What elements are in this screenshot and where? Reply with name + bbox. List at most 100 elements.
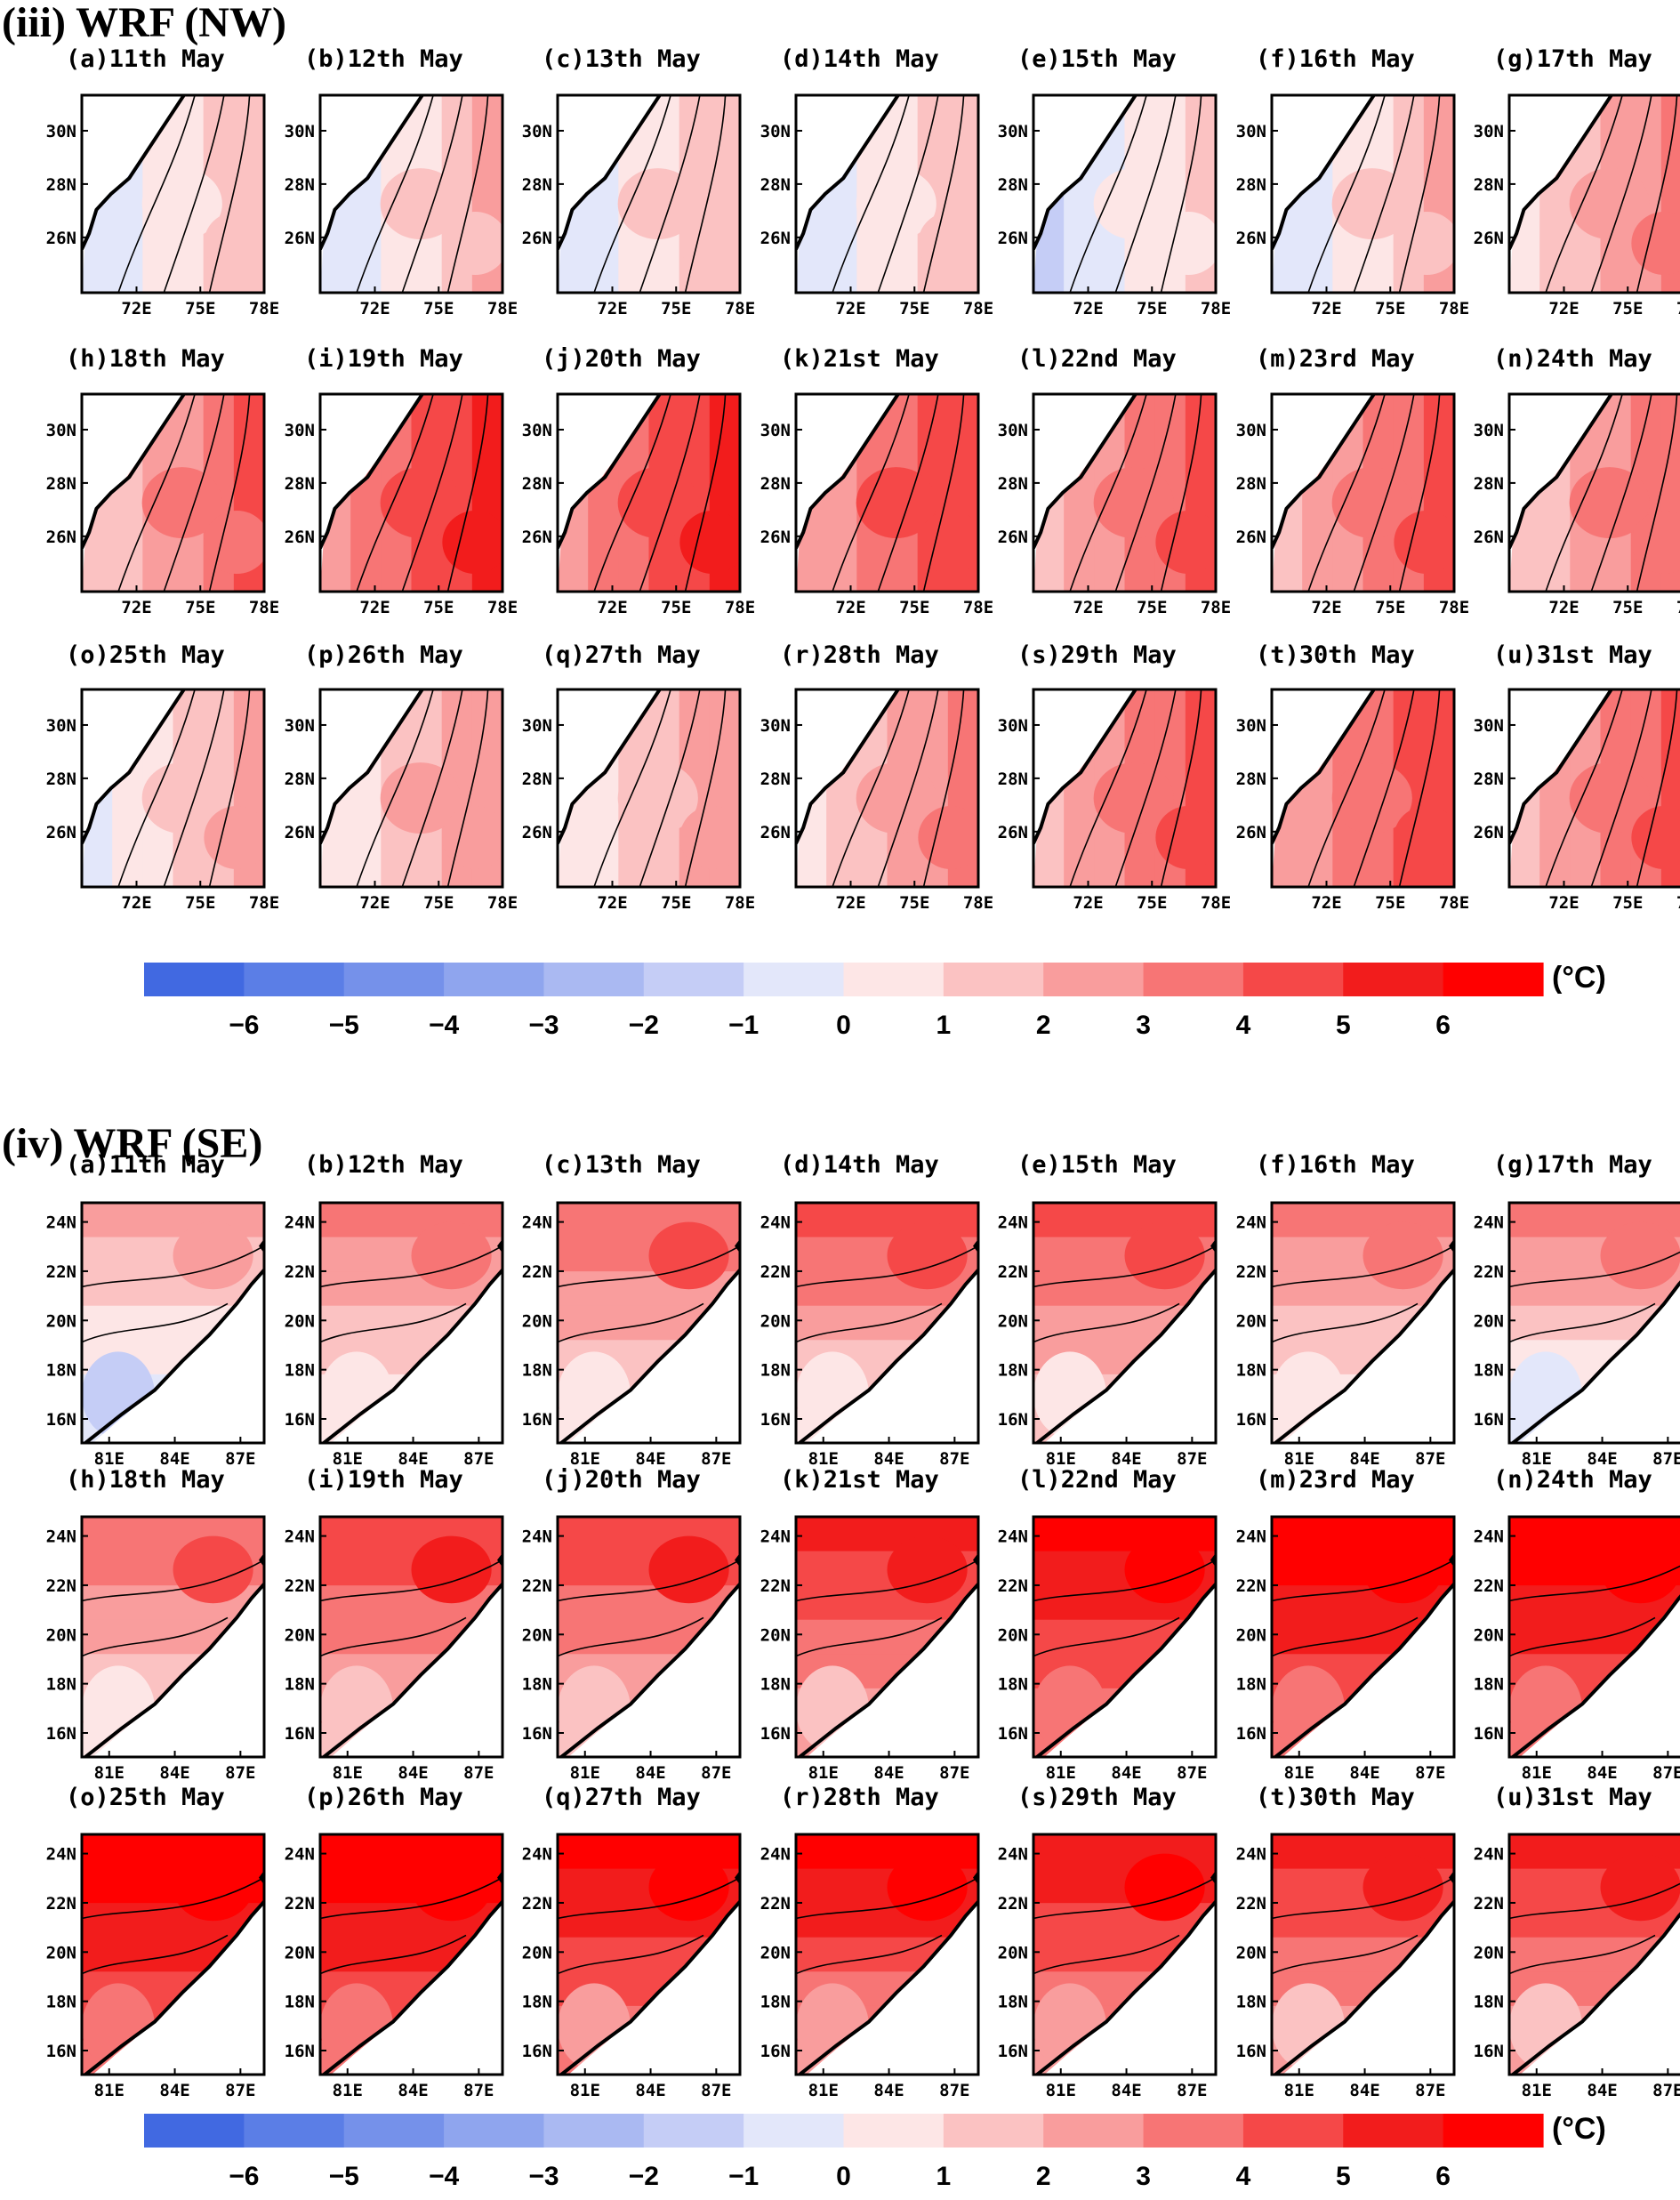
lat-tick-label: 26N: [285, 229, 315, 248]
panel-frame: [1270, 1833, 1456, 2076]
lat-tick-label: 22N: [998, 1894, 1028, 1914]
map-panel-nw-7: (g)17th May 30N 28N 26N 72E 75E 78E: [1474, 45, 1680, 318]
lat-tick-label: 24N: [46, 1213, 76, 1233]
coastline: [1033, 689, 1137, 844]
coastline: [796, 689, 900, 844]
panel-label: (u)31st May: [1493, 641, 1652, 669]
coastline: [322, 1269, 502, 1443]
contour-lines: [832, 394, 965, 592]
contour-lines: [1509, 1876, 1680, 1975]
lat-tick-label: 18N: [46, 1993, 76, 2012]
contour-lines: [1307, 689, 1441, 887]
colorbar-tick-label: −2: [629, 1011, 659, 1040]
anomaly-field: [1272, 394, 1454, 592]
lon-tick-label: 81E: [808, 2081, 839, 2100]
panel-frame: [556, 688, 742, 889]
colorbar-swatch: [1043, 2114, 1145, 2148]
lat-tick-label: 22N: [1236, 1894, 1266, 1914]
panel-frame: [556, 93, 742, 294]
lon-tick-label: 81E: [1046, 1763, 1076, 1783]
anomaly-field: [1033, 1203, 1216, 1443]
lat-tick-label: 30N: [760, 716, 791, 736]
lon-tick-label: 87E: [701, 1763, 731, 1783]
lat-tick-label: 22N: [1236, 1262, 1266, 1282]
lat-tick-label: 22N: [1474, 1576, 1504, 1596]
lon-tick-label: 72E: [1548, 299, 1579, 318]
colorbar-tick-label: −3: [528, 2162, 559, 2191]
panel-frame: [556, 392, 742, 593]
map-panel-se-19: (s)29th May 24N 22N 20N 18N 16N 81E 84E 87E: [998, 1784, 1218, 2100]
lat-tick-label: 24N: [998, 1213, 1028, 1233]
lat-tick-label: 28N: [760, 770, 791, 789]
contour-lines: [1069, 394, 1202, 592]
panel-frame: [80, 93, 266, 294]
lat-tick-label: 28N: [285, 175, 315, 195]
lat-tick-label: 28N: [760, 175, 791, 195]
lat-tick-label: 26N: [760, 823, 791, 842]
lat-tick-label: 18N: [46, 1361, 76, 1381]
lon-tick-label: 84E: [159, 2081, 189, 2100]
lat-tick-label: 24N: [760, 1845, 791, 1865]
colorbar-swatch: [1443, 963, 1544, 996]
lat-tick-label: 20N: [522, 1625, 552, 1645]
map-panel-se-1: (a)11th May 24N 22N 20N 18N 16N 81E 84E 87E: [46, 1151, 266, 1469]
panel-frame: [794, 688, 980, 889]
lon-tick-label: 84E: [1587, 1449, 1617, 1469]
lon-tick-label: 84E: [635, 1449, 665, 1469]
map-panel-se-21: (u)31st May 24N 22N 20N 18N 16N 81E 84E 87E: [1474, 1784, 1680, 2100]
coastline: [1272, 95, 1376, 250]
lat-tick-label: 18N: [1236, 1361, 1266, 1381]
lat-tick-label: 28N: [1236, 474, 1266, 494]
anomaly-field: [82, 1203, 264, 1443]
panel-frame: [1507, 688, 1680, 889]
lon-tick-label: 78E: [249, 893, 279, 913]
lat-tick-label: 22N: [1474, 1894, 1504, 1914]
anomaly-field: [1509, 394, 1680, 592]
lon-tick-label: 87E: [463, 1763, 494, 1783]
contour-lines: [356, 394, 489, 592]
anomaly-field: [82, 1834, 264, 2075]
lat-tick-label: 22N: [285, 1894, 315, 1914]
lon-tick-label: 84E: [159, 1763, 189, 1783]
lat-tick-label: 18N: [522, 1361, 552, 1381]
contour-lines: [82, 1245, 264, 1343]
panel-frame: [1032, 1515, 1218, 1759]
lon-tick-label: 84E: [1111, 1449, 1141, 1469]
anomaly-field: [1509, 95, 1680, 293]
lon-tick-label: 78E: [725, 893, 755, 913]
lon-tick-label: 81E: [94, 1763, 125, 1783]
panel-label: (e)15th May: [1017, 45, 1177, 73]
anomaly-field: [82, 95, 264, 293]
contour-lines: [1272, 1876, 1454, 1975]
coastline: [559, 1269, 740, 1443]
map-panel-se-17: (q)27th May 24N 22N 20N 18N 16N 81E 84E 87E: [522, 1784, 742, 2100]
lon-tick-label: 84E: [1349, 2081, 1379, 2100]
panel-label: (n)24th May: [1493, 345, 1652, 373]
contour-lines: [796, 1559, 978, 1657]
lat-tick-label: 24N: [46, 1527, 76, 1547]
lon-tick-label: 75E: [423, 893, 454, 913]
panel-frame: [1507, 93, 1680, 294]
map-panel-se-18: (r)28th May 24N 22N 20N 18N 16N 81E 84E 87E: [760, 1784, 980, 2100]
contour-lines: [832, 95, 965, 293]
lat-tick-label: 24N: [1236, 1845, 1266, 1865]
anomaly-field: [796, 394, 978, 592]
colorbar-tick-label: −2: [629, 2162, 659, 2191]
lat-tick-label: 20N: [1474, 1943, 1504, 1962]
lon-tick-label: 78E: [249, 299, 279, 318]
lon-tick-label: 87E: [1177, 1449, 1207, 1469]
coastline: [1511, 1594, 1680, 1757]
lon-tick-label: 72E: [1073, 598, 1103, 617]
lat-tick-label: 16N: [760, 1410, 791, 1430]
lon-tick-label: 72E: [359, 299, 390, 318]
coastline: [82, 394, 186, 549]
coastline: [320, 95, 424, 250]
map-panel-nw-21: (u)31st May 30N 28N 26N 72E 75E 78E: [1474, 641, 1680, 913]
colorbar-swatch: [1242, 963, 1344, 996]
lat-tick-label: 20N: [760, 1311, 791, 1331]
anomaly-field: [320, 95, 502, 293]
coastline: [798, 1583, 978, 1757]
anomaly-field: [1509, 1834, 1680, 2075]
map-panel-nw-1: (a)11th May 30N 28N 26N 72E 75E 78E: [46, 45, 279, 318]
panel-frame: [1032, 93, 1218, 294]
